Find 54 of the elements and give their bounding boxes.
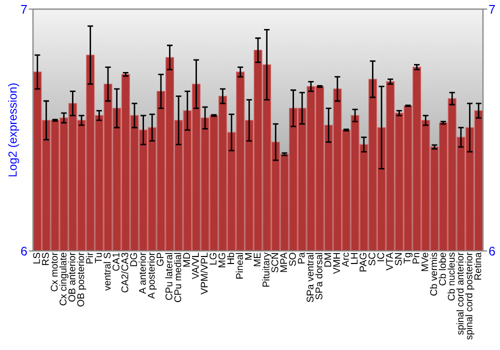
x-tick-label: Cx motor — [50, 252, 58, 292]
x-tick-label: MPA — [280, 252, 287, 272]
x-tick-label: SN — [394, 253, 402, 266]
x-tick-label: VMH — [333, 253, 340, 274]
x-tick-label: Tg — [404, 252, 413, 264]
x-tick-label: OB posterior — [77, 252, 86, 306]
x-tick-label: MVe — [421, 252, 428, 271]
x-tick-label: LG — [210, 253, 216, 265]
x-tick-label: Hb — [227, 252, 234, 264]
x-tick-label: SPa dorsal — [315, 252, 322, 300]
x-tick-label: DG — [130, 253, 138, 266]
x-tick-label: PAG — [360, 253, 366, 272]
x-tick-label: SO — [289, 252, 296, 266]
x-tick-label: CA1 — [112, 252, 120, 271]
x-tick-label: Pineal — [236, 252, 243, 279]
x-tick-label: Retina — [474, 252, 482, 280]
x-tick-label: MD — [183, 252, 190, 267]
x-tick-label: Cx cingulate — [59, 252, 68, 306]
x-tick-label: A anterior — [138, 252, 146, 294]
x-tick-label: CPu lateral — [165, 252, 172, 300]
x-tick-label: RS — [42, 252, 49, 266]
x-tick-label: spinal cord anterior — [456, 252, 466, 335]
x-tick-label: Cb nucleus — [448, 252, 455, 300]
x-tick-label: spinal cord posterior — [465, 252, 474, 340]
x-tick-label: Pa — [298, 252, 305, 264]
x-tick-label: SCN — [271, 253, 278, 272]
x-tick-label: OB anterior — [68, 252, 76, 302]
x-tick-label: VPM/VPL — [200, 252, 208, 294]
x-tick-label: Pn — [412, 252, 420, 264]
x-tick-label: A posterior — [148, 252, 157, 299]
x-tick-label: M — [245, 253, 252, 260]
x-tick-label: VA/VL — [192, 252, 199, 280]
y2-tick-label: 6 — [489, 246, 495, 256]
x-tick-label: ME — [254, 252, 261, 266]
x-tick-label: LH — [350, 253, 358, 264]
x-tick-label: Cb vermis — [430, 252, 438, 296]
x-tick-label: Arc — [342, 252, 349, 267]
x-tick-label: CA2/CA3 — [121, 252, 128, 292]
x-tick-label: Pir — [86, 252, 93, 264]
x-tick-label: CPu medial — [174, 252, 182, 302]
x-tick-label: ventral S — [103, 252, 111, 291]
y-axis-title: Log2 (expression) — [8, 84, 20, 176]
x-tick-label: SPa ventral — [306, 252, 314, 302]
y2-tick-label: 7 — [489, 5, 495, 14]
x-tick-label: Cb lobe — [438, 252, 446, 286]
x-tick-label: DM — [324, 253, 332, 267]
x-tick-label: GP — [156, 252, 164, 266]
x-tick-label: Pituitary — [262, 252, 272, 287]
x-tick-label: SC — [368, 252, 376, 266]
x-tick-label: IC — [377, 252, 384, 262]
x-tick-label: MG — [218, 253, 226, 268]
x-tick-label: LS — [33, 252, 40, 264]
x-tick-label: Tu — [95, 252, 102, 264]
x-tick-label: VTA — [386, 252, 393, 270]
